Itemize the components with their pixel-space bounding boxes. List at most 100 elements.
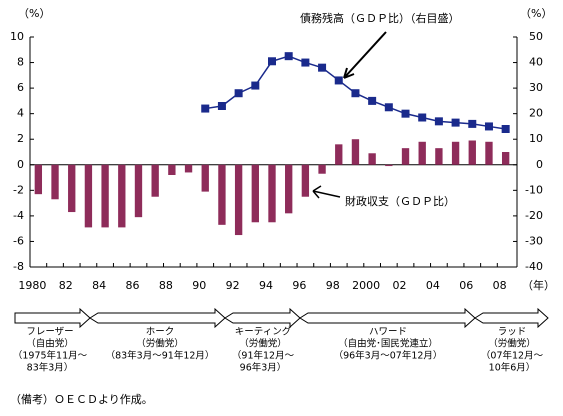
x-tick-label: 92 [226, 279, 240, 292]
y2-tick-label: 20 [529, 107, 543, 120]
term-name: ラッド [498, 327, 527, 338]
y-unit: （%） [18, 7, 50, 20]
bar [134, 164, 143, 218]
term-detail: （労働党） [239, 338, 287, 350]
y2-tick-label: 30 [529, 81, 543, 94]
term-detail: （労働党） [488, 338, 536, 350]
line-marker [351, 89, 360, 98]
line-marker [434, 117, 443, 126]
bar [451, 141, 460, 165]
bar [101, 164, 109, 228]
bar [118, 164, 126, 228]
timeline-arrow [89, 307, 226, 329]
bar [168, 164, 176, 175]
bar [301, 164, 310, 197]
line-marker [384, 103, 393, 112]
y-tick-label: 6 [17, 81, 24, 94]
y2-tick-label: -30 [525, 234, 543, 247]
line-marker [318, 63, 327, 72]
term-detail: 96年3月） [240, 362, 287, 374]
arrow [312, 185, 341, 199]
line-marker [217, 102, 226, 110]
series-label: 財政収支（ＧＤＰ比） [345, 194, 455, 208]
bar [485, 141, 493, 165]
y-tick-label: -4 [13, 209, 24, 222]
series-label: 債務残高（ＧＤＰ比）（右目盛） [300, 11, 460, 25]
x-tick-label: 96 [292, 279, 306, 292]
y2-tick-label: 40 [529, 56, 543, 69]
term-name: ハワード [369, 327, 407, 338]
x-tick-label: 08 [493, 279, 507, 292]
bar [285, 164, 293, 214]
y2-tick-label: -20 [525, 209, 543, 222]
bar [184, 164, 193, 173]
line-marker [501, 125, 510, 133]
x-tick-label: 1980 [18, 279, 46, 292]
term-detail: （91年12月～ [232, 350, 295, 362]
x-tick-label: 98 [326, 279, 340, 292]
bar [418, 141, 426, 165]
y-tick-label: 2 [17, 132, 24, 145]
timeline-arrow [14, 307, 91, 329]
term-detail: （83年3月～91年12月） [106, 350, 215, 362]
y2-tick-label: -10 [525, 183, 543, 196]
y-tick-label: -6 [13, 234, 24, 247]
term-name: キーティング [235, 326, 292, 338]
x-tick-label: 2000 [352, 279, 380, 292]
term-detail: （07年12月～ [481, 350, 544, 362]
y-tick-label: -8 [13, 260, 24, 273]
bar [468, 140, 476, 165]
term-detail: （労働党） [136, 338, 184, 350]
term-detail: （自由党） [26, 338, 74, 350]
bar [201, 164, 209, 192]
line-marker [451, 118, 460, 127]
line-marker [401, 109, 410, 118]
bar [251, 164, 259, 223]
bar [401, 148, 410, 165]
arrow [343, 31, 387, 79]
timeline-arrow [224, 307, 301, 329]
line-marker [418, 113, 427, 122]
line-marker [301, 58, 310, 67]
term-detail: （自由党･国民党連立） [338, 338, 438, 350]
bar [351, 139, 360, 165]
x-tick-label: 82 [59, 279, 73, 292]
bar [335, 144, 343, 165]
x-tick-label: 84 [92, 279, 106, 292]
y-tick-label: 8 [17, 56, 24, 69]
bar [318, 164, 326, 174]
bar [51, 164, 59, 200]
line-marker [268, 57, 276, 66]
y-tick-label: 10 [10, 30, 24, 43]
y2-tick-label: -40 [525, 260, 543, 273]
line-marker [284, 52, 293, 61]
note: （備考）ＯＥＣＤより作成。 [10, 393, 153, 406]
y-tick-label: 0 [17, 158, 24, 171]
timeline-arrow [474, 307, 549, 329]
term-name: ホーク [146, 327, 175, 338]
bar [385, 164, 393, 167]
x-tick-label: 86 [125, 279, 139, 292]
bar [151, 164, 159, 197]
bar [218, 164, 226, 225]
x-tick-label: 02 [393, 279, 407, 292]
y2-tick-label: 10 [529, 132, 543, 145]
x-tick-label: 90 [192, 279, 206, 292]
bar [501, 152, 510, 165]
y2-tick-label: 0 [536, 158, 543, 171]
timeline-arrow [299, 307, 476, 329]
bar [268, 164, 276, 223]
x-tick-label: 06 [459, 279, 473, 292]
line-marker [484, 122, 493, 131]
term-name: フレーザー [26, 327, 73, 338]
line-marker [251, 81, 260, 90]
bar [234, 164, 243, 236]
line-marker [468, 119, 477, 128]
line-marker [334, 76, 343, 85]
x-tick-label: 04 [426, 279, 440, 292]
bar [368, 153, 376, 165]
term-detail: （1975年11月～ [13, 350, 88, 362]
line-marker [201, 104, 210, 113]
line-marker [368, 96, 377, 105]
